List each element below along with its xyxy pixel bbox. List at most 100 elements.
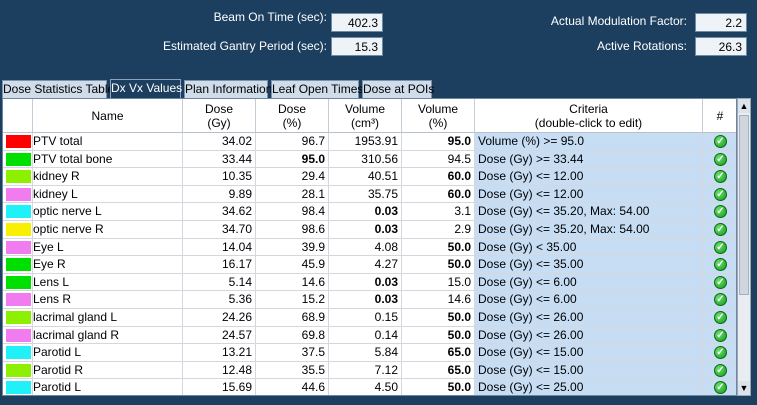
criteria-cell[interactable]: Dose (Gy) < 35.00 <box>475 238 703 257</box>
table-row[interactable]: kidney L 9.89 28.1 35.75 60.0 Dose (Gy) <= 12… <box>3 185 736 204</box>
structure-color-swatch <box>6 205 31 219</box>
flag-cell: ✓ <box>703 133 736 151</box>
volume-cc-cell: 310.56 <box>329 150 402 169</box>
volume-pct-cell: 50.0 <box>402 309 475 327</box>
criteria-cell[interactable]: Dose (Gy) <= 6.00 <box>475 273 703 292</box>
table-row[interactable]: lacrimal gland L 24.26 68.9 0.15 50.0 Dose (G… <box>3 309 736 327</box>
tab-dx-vx-values[interactable]: Dx Vx Values <box>110 79 182 98</box>
header-dose-pct[interactable]: Dose (%) <box>256 99 329 133</box>
tab-leaf-open-times[interactable]: Leaf Open Times <box>271 80 364 98</box>
tab-dose-statistics-table[interactable]: Dose Statistics Table <box>2 80 115 98</box>
arrow-up-icon[interactable]: ▲ <box>738 99 750 113</box>
header-volume-pct[interactable]: Volume (%) <box>402 99 475 133</box>
structure-color-swatch <box>6 258 31 272</box>
dose-pct-cell: 29.4 <box>256 168 329 186</box>
table-row[interactable]: PTV total 34.02 96.7 1953.91 95.0 Volume (%) … <box>3 133 736 151</box>
structure-color-swatch <box>6 328 31 342</box>
tab-plan-information[interactable]: Plan Information <box>184 80 273 98</box>
scroll-thumb[interactable] <box>739 115 749 295</box>
table-row[interactable]: Lens R 5.36 15.2 0.03 14.6 Dose (Gy) <= 6.00 ✓ <box>3 291 736 309</box>
criteria-cell[interactable]: Dose (Gy) <= 12.00 <box>475 168 703 186</box>
volume-pct-cell: 50.0 <box>402 256 475 274</box>
dose-gy-cell: 34.70 <box>183 221 256 239</box>
beam-on-time-value: 402.3 <box>331 13 383 32</box>
header-dose-gy[interactable]: Dose (Gy) <box>183 99 256 133</box>
criteria-cell[interactable]: Dose (Gy) <= 15.00 <box>475 361 703 380</box>
header-name[interactable]: Name <box>33 99 183 133</box>
criteria-cell[interactable]: Dose (Gy) <= 26.00 <box>475 326 703 345</box>
name-cell: kidney R <box>33 168 183 186</box>
table-row[interactable]: Parotid L 13.21 37.5 5.84 65.0 Dose (Gy) <= 1… <box>3 344 736 362</box>
name-cell: Parotid L <box>33 344 183 362</box>
name-cell: optic nerve R <box>33 221 183 239</box>
table-row[interactable]: lacrimal gland R 24.57 69.8 0.14 50.0 Dose (G… <box>3 326 736 345</box>
criteria-cell[interactable]: Dose (Gy) >= 33.44 <box>475 150 703 169</box>
criteria-cell[interactable]: Dose (Gy) <= 6.00 <box>475 291 703 309</box>
dose-pct-cell: 69.8 <box>256 326 329 345</box>
criteria-cell[interactable]: Volume (%) >= 95.0 <box>475 133 703 151</box>
modulation-factor-value: 2.2 <box>695 13 747 32</box>
dx-vx-table[interactable]: Name Dose (Gy) Dose (%) Volume (cm³) Volume… <box>2 98 737 396</box>
volume-cc-cell: 0.03 <box>329 291 402 309</box>
table-row[interactable]: optic nerve L 34.62 98.4 0.03 3.1 Dose (Gy) <… <box>3 203 736 221</box>
flag-cell: ✓ <box>703 291 736 309</box>
criteria-cell[interactable]: Dose (Gy) <= 15.00 <box>475 344 703 362</box>
check-circle-icon: ✓ <box>714 346 727 360</box>
volume-pct-cell: 60.0 <box>402 185 475 204</box>
check-circle-icon: ✓ <box>714 223 727 236</box>
name-cell: Eye R <box>33 256 183 274</box>
table-scrollbar[interactable]: ▲ ▼ <box>737 98 751 396</box>
volume-cc-cell: 4.27 <box>329 256 402 274</box>
dose-pct-cell: 96.7 <box>256 133 329 151</box>
table-row[interactable]: Parotid R 12.48 35.5 7.12 65.0 Dose (Gy) <= 1… <box>3 361 736 380</box>
dose-gy-cell: 24.26 <box>183 309 256 327</box>
color-cell <box>3 326 33 345</box>
criteria-cell[interactable]: Dose (Gy) <= 35.20, Max: 54.00 <box>475 221 703 239</box>
color-cell <box>3 256 33 274</box>
check-circle-icon: ✓ <box>714 311 727 324</box>
gantry-period-label: Estimated Gantry Period (sec): <box>162 39 327 53</box>
criteria-cell[interactable]: Dose (Gy) <= 26.00 <box>475 309 703 327</box>
color-cell <box>3 150 33 169</box>
flag-cell: ✓ <box>703 379 736 395</box>
flag-cell: ✓ <box>703 326 736 345</box>
dose-gy-cell: 5.36 <box>183 291 256 309</box>
color-cell <box>3 361 33 380</box>
modulation-factor-label: Actual Modulation Factor: <box>550 14 687 28</box>
table-row[interactable]: Parotid L 15.69 44.6 4.50 50.0 Dose (Gy) <= 2… <box>3 379 736 395</box>
dose-gy-cell: 15.69 <box>183 379 256 395</box>
structure-color-swatch <box>6 135 31 148</box>
header-flag[interactable]: # <box>703 99 736 133</box>
table-row[interactable]: optic nerve R 34.70 98.6 0.03 2.9 Dose (Gy) <… <box>3 221 736 239</box>
name-cell: lacrimal gland R <box>33 326 183 345</box>
plan-summary: Beam On Time (sec): 402.3 Estimated Gant… <box>0 0 757 80</box>
table-row[interactable]: kidney R 10.35 29.4 40.51 60.0 Dose (Gy) <= 1… <box>3 168 736 186</box>
volume-pct-cell: 65.0 <box>402 361 475 380</box>
volume-cc-cell: 0.15 <box>329 309 402 327</box>
dose-gy-cell: 34.02 <box>183 133 256 151</box>
arrow-down-icon[interactable]: ▼ <box>738 381 750 395</box>
check-circle-icon: ✓ <box>714 152 727 166</box>
flag-cell: ✓ <box>703 185 736 204</box>
dose-gy-cell: 33.44 <box>183 150 256 169</box>
color-cell <box>3 185 33 204</box>
header-volume-cc[interactable]: Volume (cm³) <box>329 99 402 133</box>
criteria-cell[interactable]: Dose (Gy) <= 25.00 <box>475 379 703 395</box>
structure-color-swatch <box>6 240 31 254</box>
color-cell <box>3 379 33 395</box>
volume-pct-cell: 94.5 <box>402 150 475 169</box>
tab-dose-at-pois[interactable]: Dose at POIs <box>362 80 435 98</box>
dose-pct-cell: 35.5 <box>256 361 329 380</box>
color-cell <box>3 221 33 239</box>
header-criteria[interactable]: Criteria (double-click to edit) <box>475 99 703 133</box>
table-row[interactable]: Lens L 5.14 14.6 0.03 15.0 Dose (Gy) <= 6.00 ✓ <box>3 273 736 292</box>
criteria-cell[interactable]: Dose (Gy) <= 12.00 <box>475 185 703 204</box>
table-row[interactable]: PTV total bone 33.44 95.0 310.56 94.5 Dose (G… <box>3 150 736 169</box>
color-cell <box>3 344 33 362</box>
criteria-cell[interactable]: Dose (Gy) <= 35.00 <box>475 256 703 274</box>
volume-cc-cell: 0.03 <box>329 203 402 221</box>
table-row[interactable]: Eye R 16.17 45.9 4.27 50.0 Dose (Gy) <= 35.00… <box>3 256 736 274</box>
table-row[interactable]: Eye L 14.04 39.9 4.08 50.0 Dose (Gy) < 35.00 ✓ <box>3 238 736 257</box>
dose-gy-cell: 24.57 <box>183 326 256 345</box>
criteria-cell[interactable]: Dose (Gy) <= 35.20, Max: 54.00 <box>475 203 703 221</box>
